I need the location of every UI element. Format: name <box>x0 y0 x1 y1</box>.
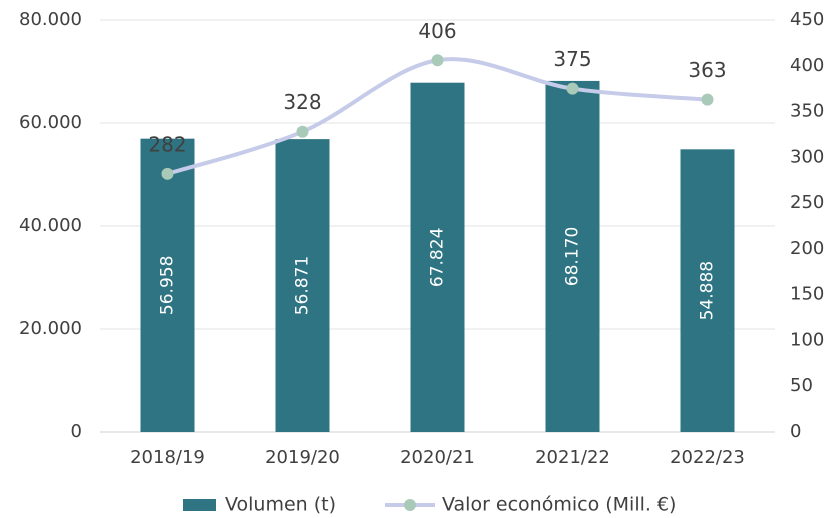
y2-tick-label: 250 <box>790 192 824 213</box>
y2-tick-label: 150 <box>790 284 824 305</box>
y-tick-label: 80.000 <box>19 9 82 30</box>
x-tick-label: 2018/19 <box>130 447 205 468</box>
line-marker <box>701 93 714 106</box>
y2-tick-label: 50 <box>790 375 813 396</box>
line-value-label: 363 <box>688 58 726 82</box>
line-value-label: 282 <box>148 132 186 156</box>
y2-tick-label: 400 <box>790 55 824 76</box>
y-tick-label: 40.000 <box>19 215 82 236</box>
x-tick-label: 2020/21 <box>400 447 475 468</box>
bar <box>410 82 465 433</box>
y-tick-label: 0 <box>71 421 82 442</box>
y2-tick-label: 350 <box>790 101 824 122</box>
x-tick-label: 2022/23 <box>670 447 745 468</box>
bar <box>680 149 735 433</box>
x-tick-label: 2019/20 <box>265 447 340 468</box>
y2-tick-label: 450 <box>790 9 824 30</box>
y2-tick-label: 100 <box>790 329 824 350</box>
bar-value-label: 67.824 <box>428 228 448 287</box>
line-marker <box>566 82 579 95</box>
y2-tick-label: 200 <box>790 238 824 259</box>
legend-marker <box>404 499 416 511</box>
y-tick-label: 20.000 <box>19 318 82 339</box>
legend-label: Volumen (t) <box>225 494 336 516</box>
line-marker <box>296 125 309 138</box>
bar <box>140 138 195 432</box>
line-value-label: 406 <box>418 19 456 43</box>
y2-tick-label: 300 <box>790 146 824 167</box>
bar-value-label: 54.888 <box>698 261 718 320</box>
line-marker <box>431 54 444 67</box>
legend-label: Valor económico (Mill. €) <box>442 494 676 516</box>
bar <box>275 139 330 432</box>
line-value-label: 328 <box>283 90 321 114</box>
bar-value-label: 56.871 <box>293 256 313 315</box>
x-tick-label: 2021/22 <box>535 447 610 468</box>
line-value-label: 375 <box>553 47 591 71</box>
bar-value-label: 56.958 <box>158 256 178 315</box>
line-marker <box>161 167 174 180</box>
bar-value-label: 68.170 <box>563 227 583 286</box>
y2-tick-label: 0 <box>790 421 801 442</box>
y-tick-label: 60.000 <box>19 112 82 133</box>
bar <box>545 80 600 432</box>
legend-swatch <box>183 499 216 511</box>
